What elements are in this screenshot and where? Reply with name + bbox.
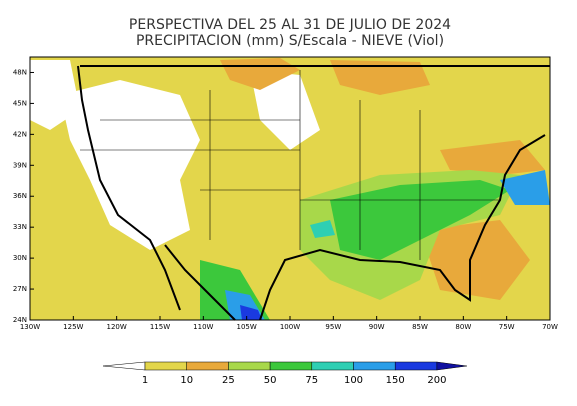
lat-tick-label: 48N bbox=[13, 68, 27, 76]
lon-tick-label: 85W bbox=[412, 323, 428, 331]
lon-tick-label: 90W bbox=[369, 323, 385, 331]
colorbar-label: 50 bbox=[264, 375, 277, 386]
colorbar-segment bbox=[394, 361, 438, 371]
lon-tick-label: 115W bbox=[150, 323, 170, 331]
colorbar-label: 75 bbox=[305, 375, 318, 386]
colorbar-label: 25 bbox=[222, 375, 235, 386]
colorbar-over bbox=[436, 361, 467, 371]
colorbar-segment bbox=[311, 361, 354, 371]
lat-tick-label: 42N bbox=[13, 130, 27, 138]
lon-tick-label: 75W bbox=[499, 323, 515, 331]
title-line: PRECIPITACION (mm) S/Escala - NIEVE (Vio… bbox=[136, 33, 444, 49]
lon-tick-label: 130W bbox=[20, 323, 40, 331]
colorbar-segment bbox=[186, 361, 229, 371]
colorbar-under bbox=[102, 361, 146, 371]
colorbar-segment bbox=[269, 361, 313, 371]
lon-tick-label: 95W bbox=[325, 323, 341, 331]
lat-tick-label: 27N bbox=[13, 285, 27, 293]
lon-tick-label: 105W bbox=[237, 323, 257, 331]
lon-tick-label: 100W bbox=[280, 323, 300, 331]
lat-tick-label: 45N bbox=[13, 99, 27, 107]
colorbar-label: 10 bbox=[180, 375, 193, 386]
coastlines bbox=[77, 65, 550, 321]
colorbar-label: 100 bbox=[344, 375, 363, 386]
lat-tick-label: 24N bbox=[13, 316, 27, 324]
lat-tick-label: 33N bbox=[13, 223, 27, 231]
lat-tick-label: 30N bbox=[13, 254, 27, 262]
colorbar-segment bbox=[144, 361, 187, 371]
colorbar-label: 1 bbox=[142, 375, 148, 386]
title-line: PERSPECTIVA DEL 25 AL 31 DE JULIO DE 202… bbox=[129, 17, 451, 33]
colorbar-segment bbox=[228, 361, 271, 371]
colorbar-label: 150 bbox=[386, 375, 405, 386]
colorbar-label: 200 bbox=[427, 375, 446, 386]
lon-tick-label: 80W bbox=[455, 323, 471, 331]
lon-tick-label: 120W bbox=[107, 323, 127, 331]
lat-tick-label: 39N bbox=[13, 161, 27, 169]
lon-tick-label: 110W bbox=[193, 323, 213, 331]
lon-tick-label: 125W bbox=[63, 323, 83, 331]
colorbar-segment bbox=[353, 361, 396, 371]
precip-field bbox=[30, 57, 550, 320]
lat-tick-label: 36N bbox=[13, 192, 27, 200]
lon-tick-label: 70W bbox=[542, 323, 558, 331]
